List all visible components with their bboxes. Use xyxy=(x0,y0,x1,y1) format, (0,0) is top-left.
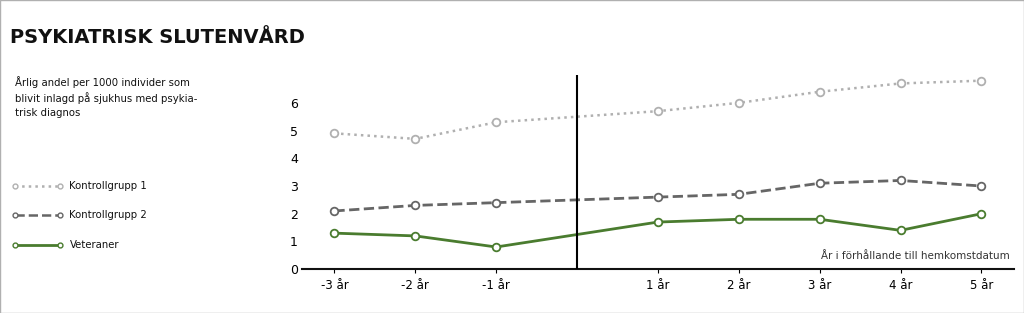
Text: Kontrollgrupp 1: Kontrollgrupp 1 xyxy=(70,181,147,191)
Text: PSYKIATRISK SLUTENVÅRD: PSYKIATRISK SLUTENVÅRD xyxy=(10,28,305,47)
Text: Årlig andel per 1000 individer som
blivit inlagd på sjukhus med psykia-
trisk di: Årlig andel per 1000 individer som blivi… xyxy=(15,76,198,118)
Text: Kontrollgrupp 2: Kontrollgrupp 2 xyxy=(70,210,147,220)
Text: År i förhållande till hemkomstdatum: År i förhållande till hemkomstdatum xyxy=(821,251,1011,261)
Text: Veteraner: Veteraner xyxy=(70,240,119,250)
